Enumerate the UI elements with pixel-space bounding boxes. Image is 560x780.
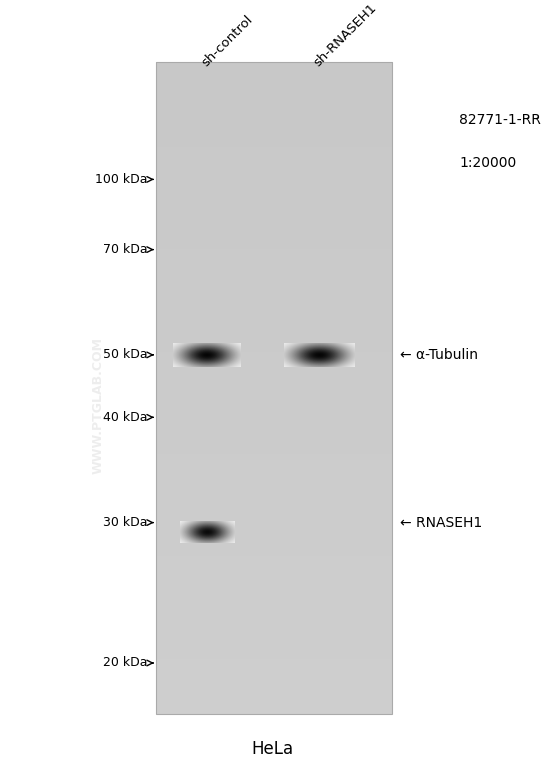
Text: 100 kDa: 100 kDa [95, 173, 147, 186]
Bar [156, 62, 392, 714]
Text: WWW.PTGLAB.COM: WWW.PTGLAB.COM [91, 337, 105, 474]
Text: ← RNASEH1: ← RNASEH1 [400, 516, 483, 530]
Text: sh-control: sh-control [199, 12, 255, 69]
Text: HeLa: HeLa [251, 739, 294, 758]
Text: 70 kDa: 70 kDa [102, 243, 147, 256]
Text: 50 kDa: 50 kDa [102, 349, 147, 361]
Text: 1:20000: 1:20000 [459, 156, 516, 170]
Text: sh-RNASEH1: sh-RNASEH1 [311, 1, 379, 69]
Text: 30 kDa: 30 kDa [103, 516, 147, 529]
Text: ← α-Tubulin: ← α-Tubulin [400, 348, 478, 362]
Text: 82771-1-RR: 82771-1-RR [459, 113, 541, 127]
Text: 20 kDa: 20 kDa [103, 657, 147, 669]
Text: 40 kDa: 40 kDa [103, 411, 147, 424]
